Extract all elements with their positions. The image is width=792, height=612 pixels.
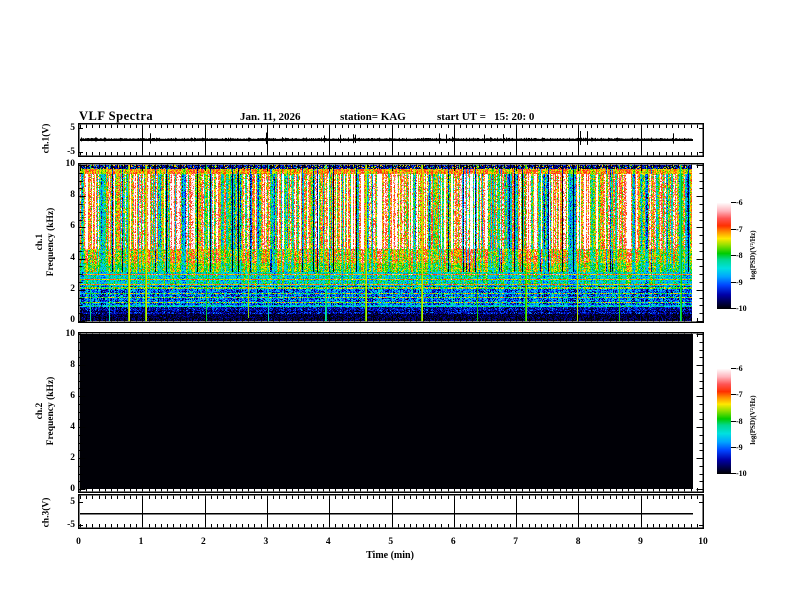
x-tick-label: 4	[325, 537, 331, 547]
ch2-spectrogram-canvas	[78, 332, 704, 493]
ch1-spectrogram-ytick: 4	[70, 252, 75, 263]
ch1-colorbar-canvas	[717, 202, 741, 309]
ch3-voltage-ytick: -5	[67, 519, 75, 530]
ch2-spectrogram-ytick: 2	[70, 452, 75, 463]
ch1-label-line1: ch.1	[35, 233, 45, 251]
ch2-spectrogram-ytick: 4	[70, 421, 75, 432]
x-tick-label: 0	[76, 537, 81, 547]
ch2-spectrogram-ytick: 0	[70, 483, 75, 494]
ch2-colorbar-canvas	[717, 368, 741, 474]
start-ut-label: start UT = 15: 20: 0	[437, 111, 535, 123]
colorbar2-tick: -10	[736, 469, 747, 478]
ch1-label-line2: Frequency (kHz)	[46, 207, 56, 277]
x-tick-label: 2	[201, 537, 206, 547]
colorbar2-tick: -7	[736, 390, 743, 400]
colorbar2-tick: -8	[736, 416, 743, 426]
ch1-spectrogram-canvas	[78, 163, 704, 323]
colorbar1-tick: -7	[736, 224, 743, 234]
colorbar1-tick: -10	[736, 304, 747, 313]
time-axis-label: Time (min)	[366, 550, 414, 561]
ch1-spectrogram-ytick: 2	[70, 283, 75, 294]
ch3-voltage-ytick: 5	[70, 496, 75, 507]
colorbar2-tick: -6	[736, 364, 743, 373]
ch1-frequency-axis-label: ch.1 Frequency (kHz)	[35, 157, 57, 327]
x-tick-label: 5	[388, 537, 394, 547]
colorbar1-tick: -9	[736, 277, 743, 287]
ch1-spectrogram-ytick: 8	[70, 190, 75, 201]
ch1-spectrogram-ytick: 0	[70, 315, 75, 325]
colorbar1-tick: -6	[736, 198, 743, 207]
ch2-spectrogram-ytick: 10	[65, 328, 76, 339]
colorbar1-tick: -8	[736, 251, 743, 260]
ch3-voltage-panel-canvas	[78, 494, 704, 529]
date-label: Jan. 11, 2026	[240, 111, 301, 123]
ch1-voltage-panel-canvas	[78, 123, 704, 157]
x-tick-label: 10	[698, 537, 708, 547]
ch3-voltage-axis-label: ch.3(V)	[41, 497, 52, 528]
ch1-voltage-ytick: 5	[70, 122, 75, 133]
ch2-spectrogram-ytick: 8	[70, 359, 75, 370]
x-tick-label: 6	[450, 537, 456, 547]
x-tick-label: 1	[138, 537, 144, 547]
ch1-spectrogram-ytick: 6	[70, 221, 75, 232]
ch1-voltage-ytick: -5	[67, 146, 75, 157]
x-tick-label: 7	[513, 537, 519, 547]
x-tick-label: 3	[263, 537, 269, 547]
x-tick-label: 9	[638, 537, 643, 547]
ch2-spectrogram-ytick: 6	[70, 390, 75, 401]
figure-title: VLF Spectra	[79, 109, 154, 123]
ch1-spectrogram-ytick: 10	[65, 159, 76, 169]
colorbar2-tick: -9	[736, 442, 743, 452]
x-tick-label: 8	[575, 537, 581, 547]
station-label: station= KAG	[340, 111, 406, 123]
